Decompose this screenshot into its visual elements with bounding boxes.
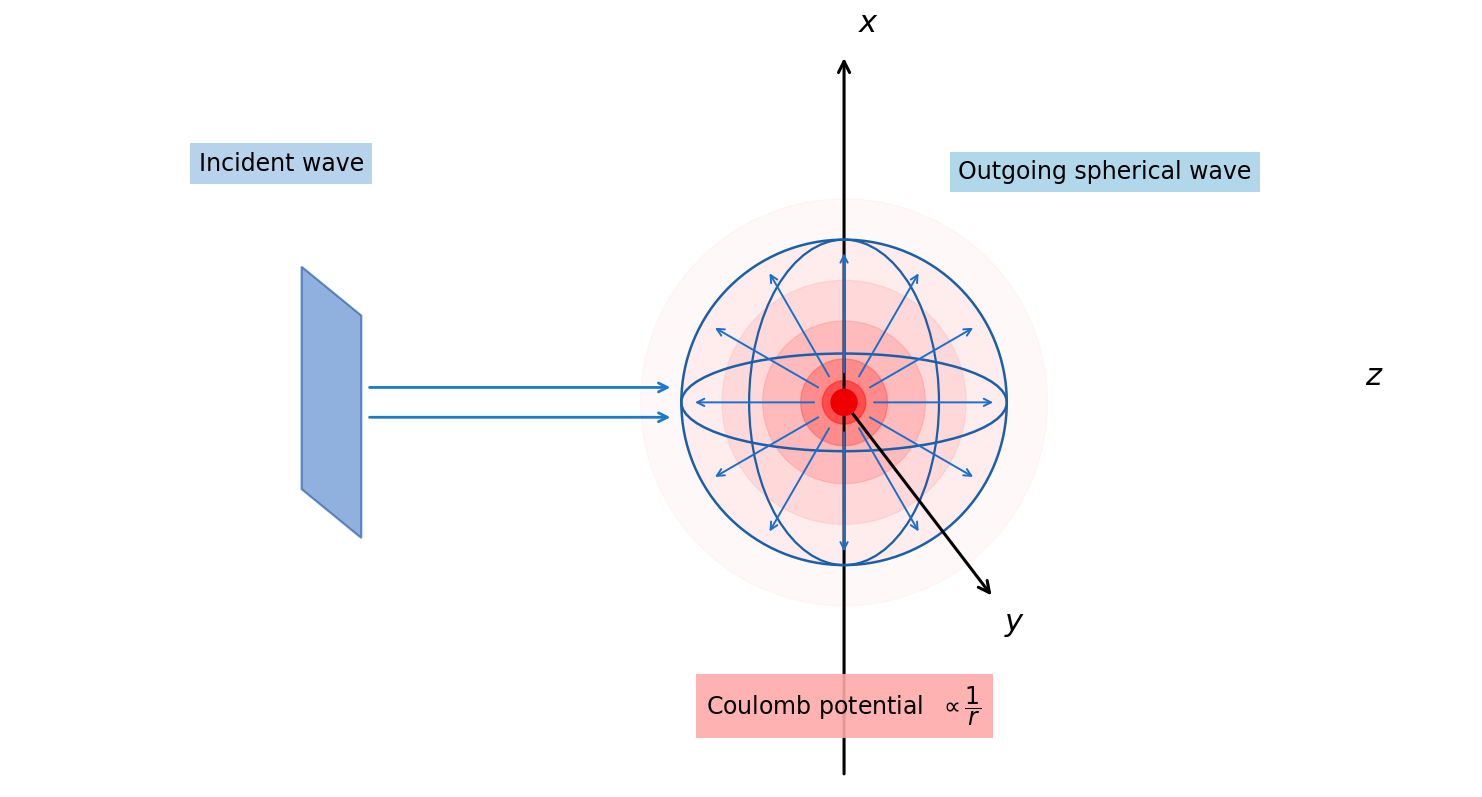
Text: Coulomb potential  $\propto\dfrac{1}{r}$: Coulomb potential $\propto\dfrac{1}{r}$ <box>707 685 983 728</box>
Circle shape <box>831 390 857 415</box>
Circle shape <box>763 321 925 484</box>
Circle shape <box>823 381 865 424</box>
Circle shape <box>800 359 888 446</box>
Text: $z$: $z$ <box>1365 360 1383 391</box>
Text: Outgoing spherical wave: Outgoing spherical wave <box>957 160 1251 184</box>
Text: Incident wave: Incident wave <box>199 151 365 175</box>
Circle shape <box>722 281 966 524</box>
Text: $y$: $y$ <box>1005 608 1026 639</box>
Circle shape <box>682 240 1006 565</box>
Polygon shape <box>302 267 362 538</box>
Text: $x$: $x$ <box>858 8 879 39</box>
Circle shape <box>640 199 1048 606</box>
